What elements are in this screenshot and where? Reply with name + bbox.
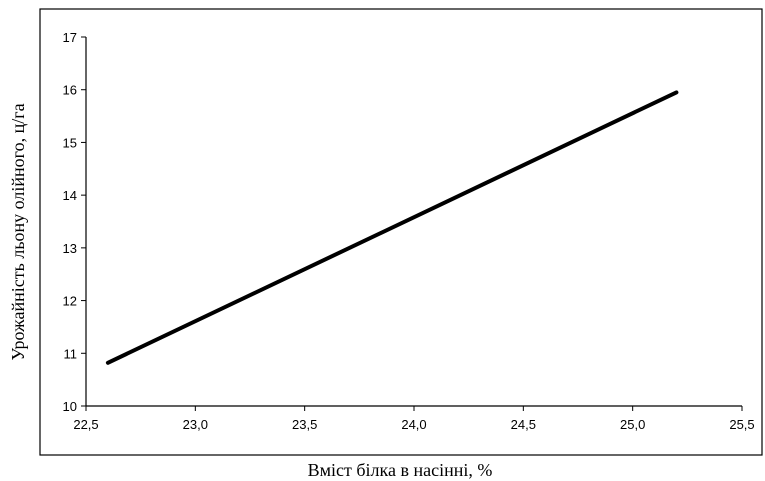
x-tick-label: 23,5 <box>292 417 317 432</box>
x-tick-label: 22,5 <box>73 417 98 432</box>
chart-frame <box>39 8 763 456</box>
y-tick-label: 17 <box>63 30 77 45</box>
series-line <box>105 90 679 365</box>
y-tick-label: 15 <box>63 135 77 150</box>
x-tick-label: 25,0 <box>620 417 645 432</box>
x-tick-label: 24,0 <box>401 417 426 432</box>
y-tick-label: 11 <box>64 346 78 361</box>
y-tick-label: 10 <box>63 399 77 414</box>
ticks: 22,5 23,0 23,5 24,0 24,5 25,0 25,5 10 11 12 13 14 15… <box>63 30 755 432</box>
y-tick-label: 16 <box>63 83 77 98</box>
y-axis-title: Урожайність льону олійного, ц/га <box>8 103 28 360</box>
x-tick-label: 23,0 <box>183 417 208 432</box>
y-tick-label: 12 <box>63 294 77 309</box>
y-tick-label: 13 <box>63 241 77 256</box>
x-tick-label: 25,5 <box>729 417 754 432</box>
x-axis-title: Вміст білка в насінні, % <box>308 460 493 480</box>
y-tick-label: 14 <box>63 188 77 203</box>
series <box>105 90 679 365</box>
x-tick-label: 24,5 <box>511 417 536 432</box>
